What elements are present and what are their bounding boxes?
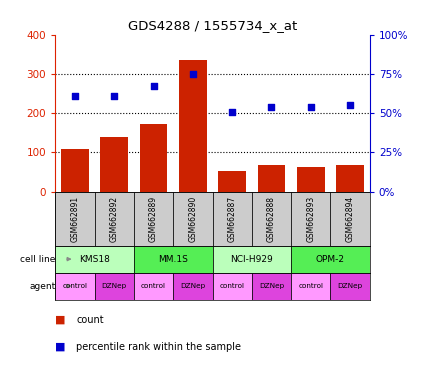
Text: GSM662889: GSM662889 [149,195,158,242]
Point [71,93,78,99]
Text: cell line: cell line [20,255,56,263]
Bar [218,171,246,192]
Bar [291,246,370,273]
Text: GSM662893: GSM662893 [306,195,315,242]
Text: GSM662891: GSM662891 [71,195,79,242]
Bar [134,192,173,246]
Point [190,71,196,77]
Text: DZNep: DZNep [102,283,127,289]
Text: MM.1S: MM.1S [158,255,188,263]
Point [268,104,275,110]
Bar [331,192,370,246]
Text: control: control [220,283,245,289]
Text: control: control [298,283,323,289]
Bar [173,273,212,300]
Text: OPM-2: OPM-2 [316,255,345,263]
Text: GSM662894: GSM662894 [346,195,354,242]
Bar [55,246,134,273]
Bar [212,273,252,300]
Text: ■: ■ [55,315,66,325]
Bar [331,273,370,300]
Text: NCI-H929: NCI-H929 [230,255,273,263]
Bar [212,192,252,246]
Bar [140,124,167,192]
Bar [134,246,212,273]
Point [150,83,157,89]
Point [229,109,235,115]
Text: percentile rank within the sample: percentile rank within the sample [76,342,241,352]
Text: GSM662890: GSM662890 [188,195,197,242]
Bar [100,137,128,192]
Bar [212,246,291,273]
Text: agent: agent [29,281,56,291]
Bar [179,60,207,192]
Bar [55,273,94,300]
Point [307,104,314,110]
Text: GSM662887: GSM662887 [228,195,237,242]
Text: DZNep: DZNep [337,283,363,289]
Text: control: control [141,283,166,289]
Bar [291,192,331,246]
Text: KMS18: KMS18 [79,255,110,263]
Bar [336,165,364,192]
Text: DZNep: DZNep [180,283,205,289]
Bar [94,192,134,246]
Text: GSM662888: GSM662888 [267,196,276,242]
Text: DZNep: DZNep [259,283,284,289]
Bar [252,273,291,300]
Bar [94,273,134,300]
Bar [173,192,212,246]
Bar [258,166,285,192]
Text: ■: ■ [55,342,66,352]
Text: count: count [76,315,104,325]
Bar [291,273,331,300]
Text: GSM662892: GSM662892 [110,195,119,242]
Bar [55,192,94,246]
Point [111,93,118,99]
Bar [134,273,173,300]
Point [347,102,354,108]
Title: GDS4288 / 1555734_x_at: GDS4288 / 1555734_x_at [128,19,297,32]
Bar [252,192,291,246]
Bar [297,167,325,192]
Bar [61,149,89,192]
Text: control: control [62,283,88,289]
